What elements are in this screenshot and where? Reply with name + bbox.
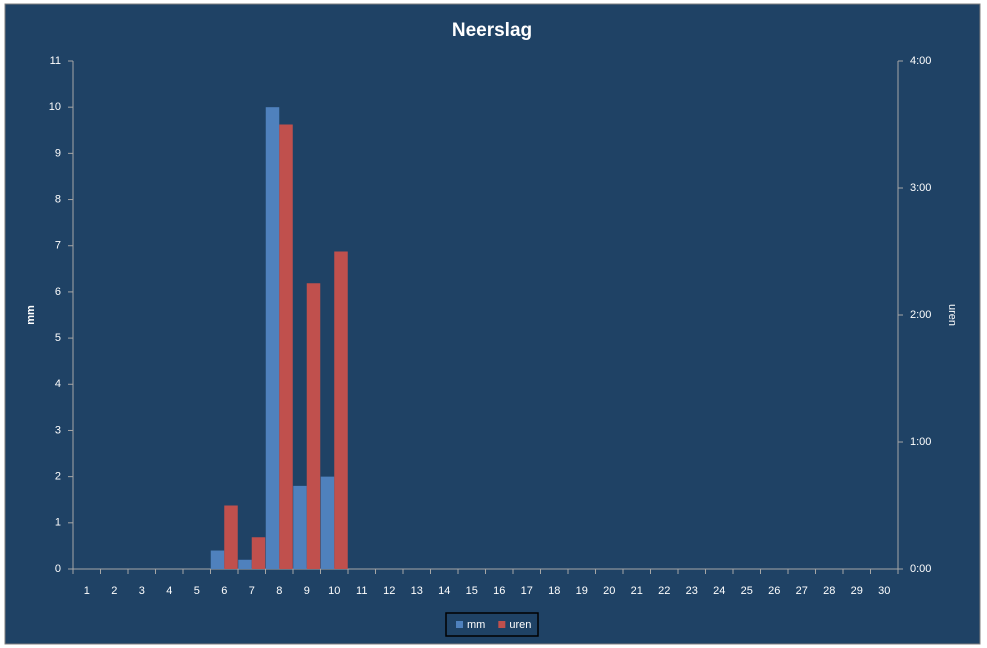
x-tick-label: 10 (328, 585, 340, 597)
y-tick-label: 6 (55, 286, 61, 298)
x-tick-label: 29 (851, 585, 863, 597)
x-tick-label: 12 (383, 585, 395, 597)
legend-box (445, 612, 539, 637)
x-tick-label: 5 (194, 585, 200, 597)
y2-tick-label: 4:00 (910, 55, 931, 67)
bar (238, 559, 252, 569)
x-tick-label: 21 (631, 585, 643, 597)
x-tick-label: 25 (741, 585, 753, 597)
x-tick-label: 23 (686, 585, 698, 597)
bar (210, 550, 225, 569)
chart-title: Neerslag (452, 20, 532, 41)
x-tick-label: 6 (221, 585, 227, 597)
y-tick-label: 11 (50, 55, 61, 67)
legend-swatch (498, 621, 506, 628)
x-tick-label: 13 (411, 585, 423, 597)
y-axis-title: mm (25, 305, 37, 325)
y-tick-label: 10 (49, 101, 61, 113)
x-tick-label: 11 (356, 585, 367, 597)
y-tick-label: 3 (55, 424, 61, 436)
legend-label: uren (509, 619, 531, 631)
bar (334, 251, 348, 569)
bar (320, 476, 335, 569)
x-tick-label: 24 (713, 585, 725, 597)
x-tick-label: 8 (276, 585, 282, 597)
y-tick-label: 8 (55, 193, 61, 205)
x-tick-label: 14 (438, 585, 450, 597)
x-tick-label: 22 (658, 585, 670, 597)
bar (293, 485, 307, 569)
x-tick-label: 7 (249, 585, 255, 597)
y-tick-label: 7 (55, 240, 61, 252)
bar (224, 505, 238, 569)
x-tick-label: 27 (796, 585, 808, 597)
y-tick-label: 0 (55, 563, 61, 575)
x-tick-label: 9 (304, 585, 310, 597)
x-tick-label: 16 (493, 585, 505, 597)
bar (306, 283, 321, 569)
x-tick-label: 1 (84, 585, 90, 597)
y2-tick-label: 1:00 (910, 436, 931, 448)
y-tick-label: 9 (55, 147, 61, 159)
x-tick-label: 2 (111, 585, 117, 597)
x-tick-label: 4 (166, 585, 172, 597)
y2-tick-label: 0:00 (910, 563, 931, 575)
x-tick-label: 30 (878, 585, 890, 597)
y-tick-label: 2 (55, 471, 61, 483)
x-tick-label: 3 (139, 585, 145, 597)
legend-label: mm (467, 619, 485, 631)
bar (279, 124, 293, 569)
chart-background (4, 3, 981, 645)
y2-axis-title: uren (946, 304, 958, 326)
x-tick-label: 28 (823, 585, 835, 597)
x-tick-label: 17 (521, 585, 533, 597)
y2-tick-label: 2:00 (910, 309, 931, 321)
x-tick-label: 15 (466, 585, 478, 597)
x-tick-label: 26 (768, 585, 780, 597)
y-tick-label: 1 (55, 517, 61, 529)
y-tick-label: 5 (55, 332, 61, 344)
y2-tick-label: 3:00 (910, 182, 931, 194)
bar (265, 107, 280, 569)
legend-swatch (456, 621, 463, 628)
x-tick-label: 19 (576, 585, 588, 597)
x-tick-label: 18 (548, 585, 560, 597)
y-tick-label: 4 (55, 378, 61, 390)
bar (251, 537, 266, 569)
x-tick-label: 20 (603, 585, 615, 597)
